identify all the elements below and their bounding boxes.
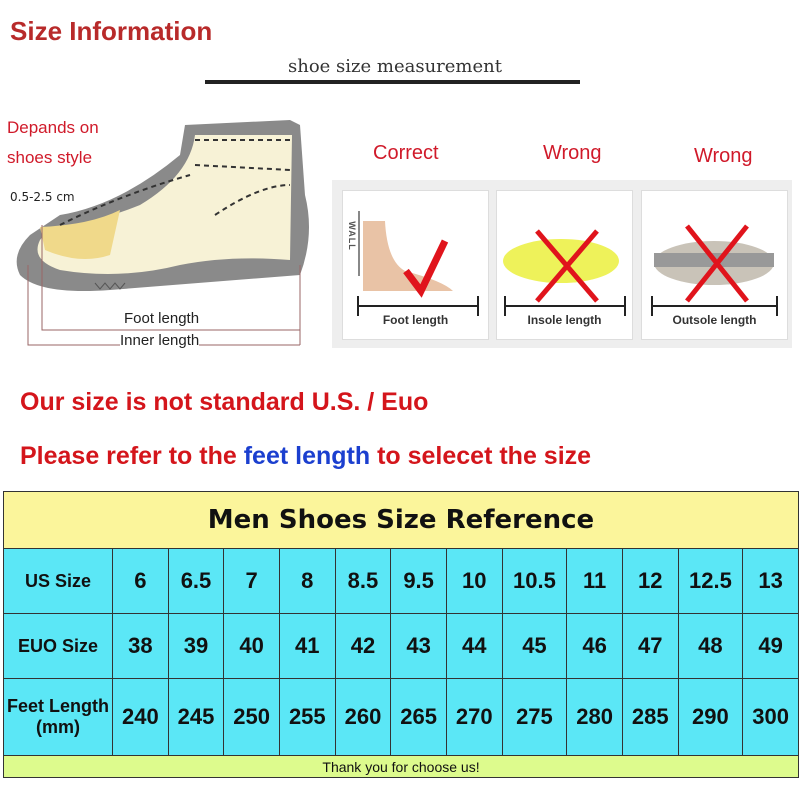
table-cell: 41 (278, 613, 336, 679)
table-cell: 42 (334, 613, 392, 679)
verdict-wrong-outsole: Wrong (694, 145, 753, 167)
table-cell: 48 (677, 613, 744, 679)
table-cell: 12.5 (677, 548, 744, 614)
table-cell: 39 (167, 613, 225, 679)
table-cell: 290 (677, 678, 744, 756)
table-cell: 10.5 (501, 548, 568, 614)
table-row-us-size: US Size 6 6.5 7 8 8.5 9.5 10 10.5 11 12 12.5 13 (3, 548, 799, 614)
table-cell: 270 (445, 678, 503, 756)
table-cell: 260 (334, 678, 392, 756)
shoe-cross-section-diagram (16, 120, 310, 346)
table-cell: 280 (566, 678, 623, 756)
foot-illustration (357, 211, 479, 316)
table-cell: 40 (223, 613, 280, 679)
table-cell: 47 (621, 613, 679, 679)
table-cell: 240 (112, 678, 169, 756)
notice-highlight: feet length (243, 442, 371, 470)
style-note-line-2: shoes style (7, 148, 93, 167)
method-panel-outsole-length: Outsole length (641, 190, 788, 340)
page-title: Size Information (10, 16, 213, 46)
table-cell: 250 (223, 678, 280, 756)
table-cell: 46 (566, 613, 623, 679)
method-label: Insole length (527, 313, 602, 327)
table-cell: 8.5 (334, 548, 392, 614)
notice-text: Please refer to the (20, 442, 244, 470)
table-cell: 49 (742, 613, 799, 679)
row-header: US Size (3, 548, 113, 614)
table-row-feet-length: Feet Length (mm) 240 245 250 255 260 265 270 275… (3, 678, 799, 756)
table-row-euo-size: EUO Size 38 39 40 41 42 43 44 45 46 47 48 49 (3, 613, 799, 679)
table-cell: 44 (445, 613, 503, 679)
table-cell: 11 (566, 548, 623, 614)
table-cell: 6.5 (167, 548, 225, 614)
row-header: EUO Size (3, 613, 113, 679)
insole-illustration (503, 229, 626, 316)
notice-refer-feet-length: Please refer to the feet length to selec… (20, 442, 591, 471)
table-cell: 13 (742, 548, 799, 614)
cross-icon (685, 224, 749, 303)
table-cell: 12 (621, 548, 679, 614)
wall-label: WALL (346, 221, 357, 251)
table-cell: 7 (223, 548, 280, 614)
table-cell: 255 (278, 678, 336, 756)
cross-icon (535, 229, 599, 303)
method-panel-insole-length: Insole length (496, 190, 633, 340)
verdict-wrong-insole: Wrong (543, 142, 602, 164)
foot-length-label: Foot length (124, 310, 200, 327)
row-header: Feet Length (mm) (3, 678, 113, 756)
check-icon (403, 239, 449, 298)
table-cell: 9.5 (390, 548, 447, 614)
style-note-line-1: Depands on (7, 118, 99, 137)
table-title: Men Shoes Size Reference (3, 491, 799, 549)
toe-gap-label: 0.5-2.5 cm (10, 190, 75, 204)
table-cell: 38 (112, 613, 169, 679)
table-cell: 6 (112, 548, 169, 614)
subtitle-underline (205, 80, 580, 84)
method-label: Outsole length (672, 313, 757, 327)
table-cell: 275 (501, 678, 568, 756)
table-cell: 285 (621, 678, 679, 756)
inner-length-label: Inner length (120, 332, 200, 349)
verdict-correct: Correct (373, 142, 439, 164)
method-label: Foot length (382, 313, 449, 327)
table-cell: 45 (501, 613, 568, 679)
size-reference-table: Men Shoes Size Reference US Size 6 6.5 7 8 8.… (3, 491, 799, 778)
method-panel-foot-length: WALL Foot length (342, 190, 489, 340)
table-cell: 245 (167, 678, 225, 756)
notice-text: to selecet the size (370, 442, 592, 470)
table-cell: 10 (445, 548, 503, 614)
table-cell: 43 (390, 613, 447, 679)
notice-not-standard: Our size is not standard U.S. / Euo (20, 388, 429, 416)
subtitle: shoe size measurement (288, 56, 502, 77)
table-cell: 8 (278, 548, 336, 614)
table-footer: Thank you for choose us! (3, 755, 799, 778)
outsole-illustration (651, 224, 778, 316)
table-cell: 265 (390, 678, 447, 756)
table-cell: 300 (742, 678, 799, 756)
